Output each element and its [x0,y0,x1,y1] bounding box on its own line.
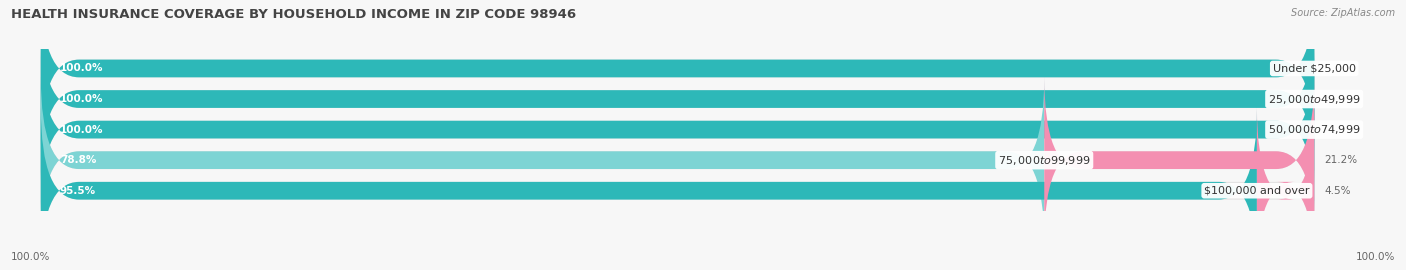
FancyBboxPatch shape [41,108,1257,270]
FancyBboxPatch shape [41,108,1315,270]
FancyBboxPatch shape [41,47,1315,212]
Text: HEALTH INSURANCE COVERAGE BY HOUSEHOLD INCOME IN ZIP CODE 98946: HEALTH INSURANCE COVERAGE BY HOUSEHOLD I… [11,8,576,21]
Text: 95.5%: 95.5% [60,186,96,196]
Text: Under $25,000: Under $25,000 [1272,63,1355,73]
Text: 100.0%: 100.0% [60,124,104,135]
FancyBboxPatch shape [1045,77,1315,243]
Text: 4.5%: 4.5% [1324,186,1351,196]
FancyBboxPatch shape [41,16,1315,182]
Text: 78.8%: 78.8% [60,155,97,165]
Text: 21.2%: 21.2% [1324,155,1358,165]
Text: 100.0%: 100.0% [60,63,104,73]
Text: 100.0%: 100.0% [1355,252,1395,262]
FancyBboxPatch shape [41,77,1315,243]
FancyBboxPatch shape [41,16,1315,182]
FancyBboxPatch shape [41,77,1045,243]
FancyBboxPatch shape [41,0,1315,151]
Text: $50,000 to $74,999: $50,000 to $74,999 [1268,123,1361,136]
Text: $100,000 and over: $100,000 and over [1204,186,1309,196]
Text: $75,000 to $99,999: $75,000 to $99,999 [998,154,1091,167]
Text: $25,000 to $49,999: $25,000 to $49,999 [1268,93,1361,106]
Text: Source: ZipAtlas.com: Source: ZipAtlas.com [1291,8,1395,18]
Text: 100.0%: 100.0% [60,94,104,104]
FancyBboxPatch shape [41,0,1315,151]
Text: 100.0%: 100.0% [11,252,51,262]
FancyBboxPatch shape [41,47,1315,212]
FancyBboxPatch shape [1257,108,1315,270]
